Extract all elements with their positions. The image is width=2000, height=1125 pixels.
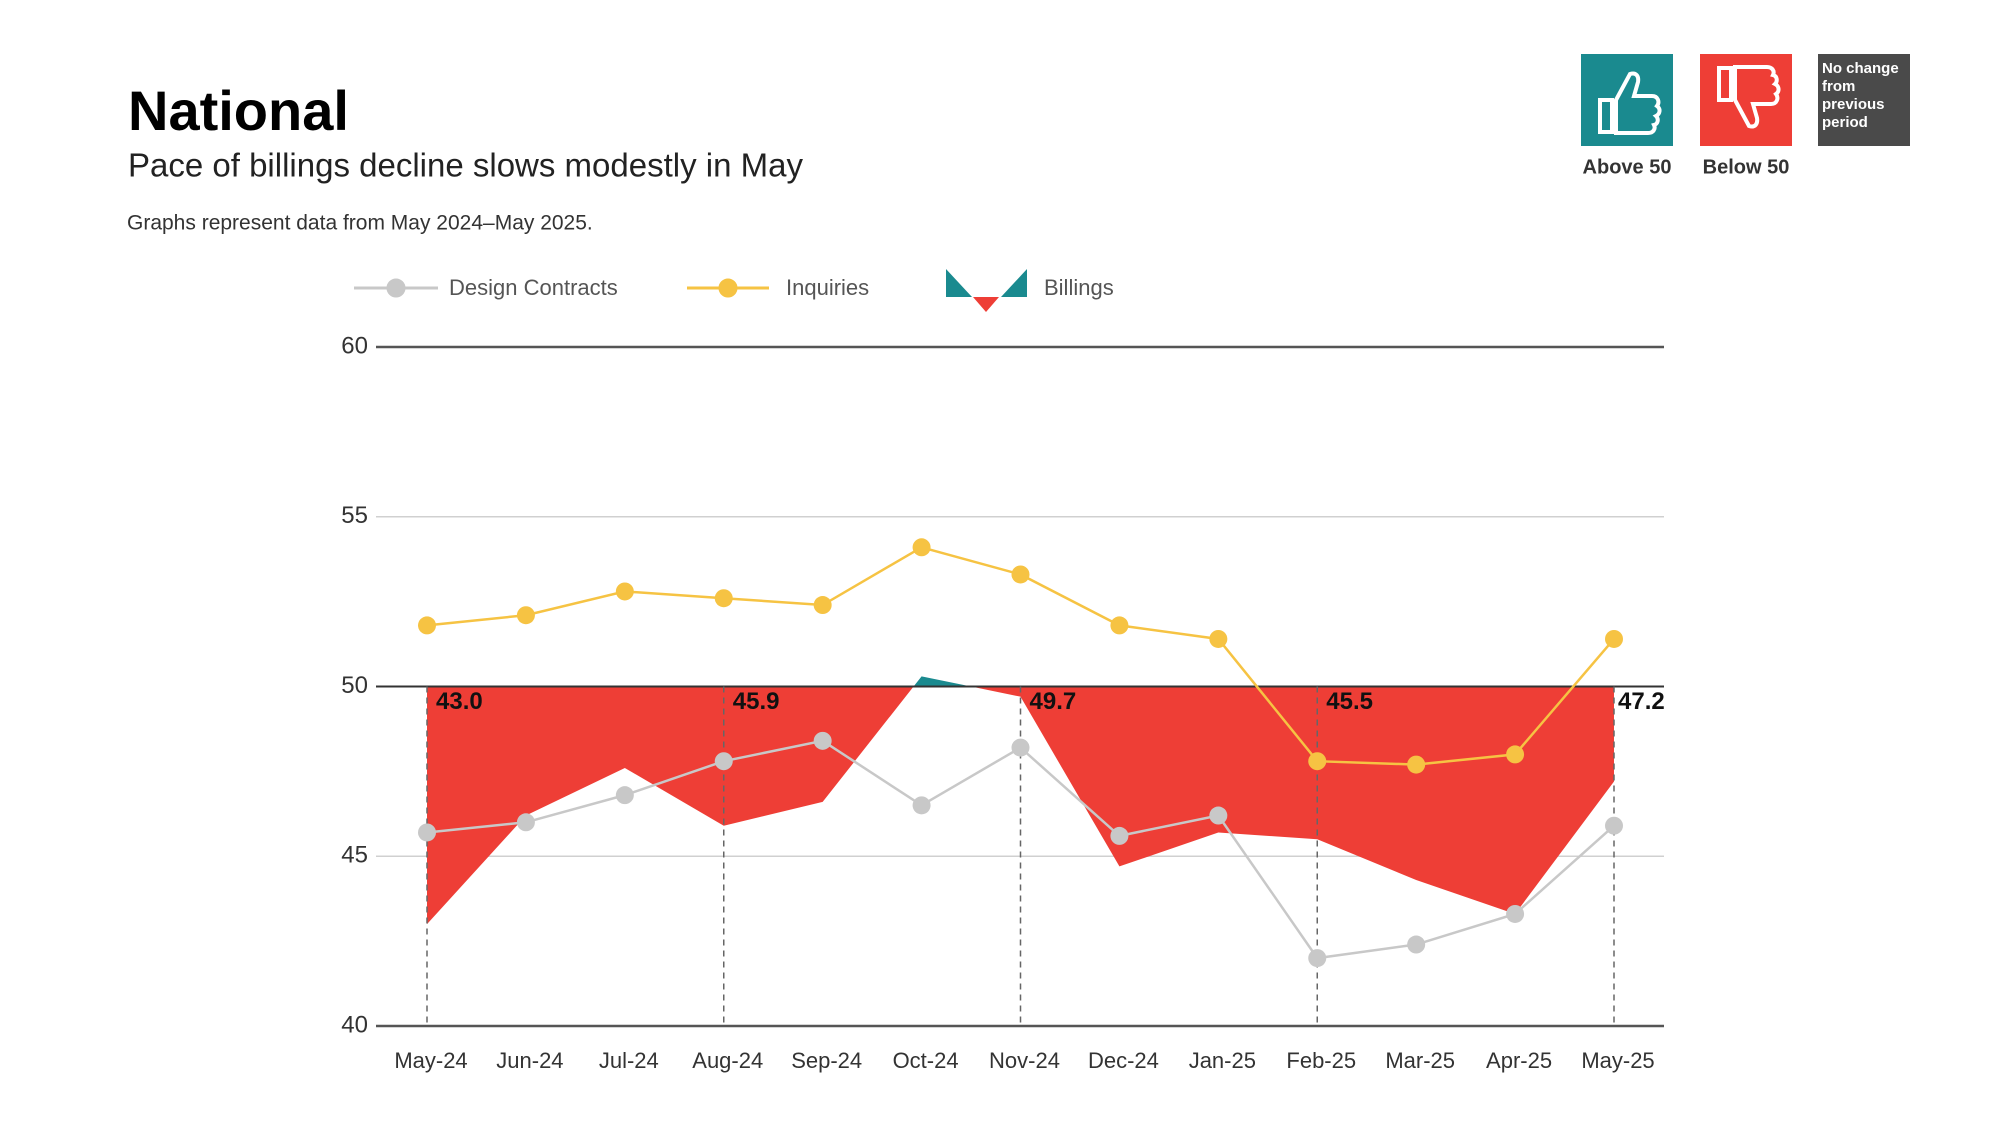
point (714, 589, 733, 608)
point (813, 596, 832, 615)
point (1506, 745, 1525, 764)
x-tick-label: Mar-25 (1385, 1048, 1455, 1073)
point (1110, 826, 1129, 845)
value-label: 47.2 (1618, 688, 1665, 715)
subtitle: Pace of billings decline slows modestly … (128, 147, 803, 184)
point (912, 796, 931, 815)
x-tick-label: May-24 (394, 1048, 467, 1073)
point (1407, 935, 1426, 954)
point (1110, 616, 1129, 635)
point (1506, 904, 1525, 923)
x-tick-label: Jun-24 (496, 1048, 563, 1073)
y-tick-label: 45 (341, 842, 368, 869)
y-tick-label: 50 (341, 672, 368, 699)
legend: Design Contracts Inquiries Billings (354, 269, 1114, 312)
value-label: 45.5 (1326, 688, 1373, 715)
status-label: Above 50 (1583, 156, 1672, 178)
point (516, 813, 535, 832)
point (418, 616, 436, 635)
y-tick-label: 60 (341, 332, 368, 359)
plot: 40 45 50 55 60 43.0 45.9 49.7 45.5 47.2 May-24 Jun-… (341, 332, 1664, 1072)
point (1605, 629, 1623, 648)
x-tick-label: Jul-24 (599, 1048, 659, 1073)
legend-area-above (946, 269, 1027, 297)
legend-label: Billings (1044, 275, 1114, 300)
x-tick-label: Apr-25 (1486, 1048, 1552, 1073)
x-tick-label: Dec-24 (1088, 1048, 1159, 1073)
point (912, 538, 931, 557)
status-text-box: No change from previous period (1822, 60, 1899, 131)
thumbs-down-icon (1717, 65, 1781, 129)
title: National (128, 79, 349, 142)
status-label: Below 50 (1703, 156, 1790, 178)
x-tick-label: Oct-24 (893, 1048, 959, 1073)
point (714, 752, 733, 771)
x-tick-label: Sep-24 (791, 1048, 862, 1073)
x-tick-label: Nov-24 (989, 1048, 1060, 1073)
value-label: 45.9 (733, 688, 780, 715)
point (615, 786, 634, 805)
note: Graphs represent data from May 2024–May … (127, 212, 593, 235)
point (615, 582, 634, 601)
legend-dot (386, 278, 406, 298)
point (1209, 629, 1228, 648)
point (1308, 949, 1327, 968)
status-box (1818, 54, 1910, 146)
point (516, 606, 535, 625)
status-legend: No change from previous period Above 50 … (1581, 54, 1910, 178)
legend-label: Inquiries (786, 275, 869, 300)
point (1308, 752, 1327, 771)
y-tick-label: 40 (341, 1011, 368, 1038)
thumbs-up-icon (1598, 71, 1662, 135)
legend-dot (718, 278, 738, 298)
y-tick-label: 55 (341, 502, 368, 529)
x-tick-label: Aug-24 (692, 1048, 763, 1073)
point (813, 731, 832, 750)
point (418, 823, 436, 842)
point (1209, 806, 1228, 825)
point (1605, 816, 1623, 835)
value-label: 43.0 (436, 688, 483, 715)
legend-label: Design Contracts (449, 275, 618, 300)
value-label: 49.7 (1030, 688, 1077, 715)
status-text: No change from previous period (1822, 60, 1899, 131)
point (1407, 755, 1426, 774)
point (1011, 738, 1030, 757)
x-tick-label: May-25 (1581, 1048, 1654, 1073)
point (1011, 565, 1030, 584)
legend-area-below (973, 297, 999, 312)
x-tick-label: Jan-25 (1189, 1048, 1256, 1073)
x-tick-label: Feb-25 (1286, 1048, 1356, 1073)
